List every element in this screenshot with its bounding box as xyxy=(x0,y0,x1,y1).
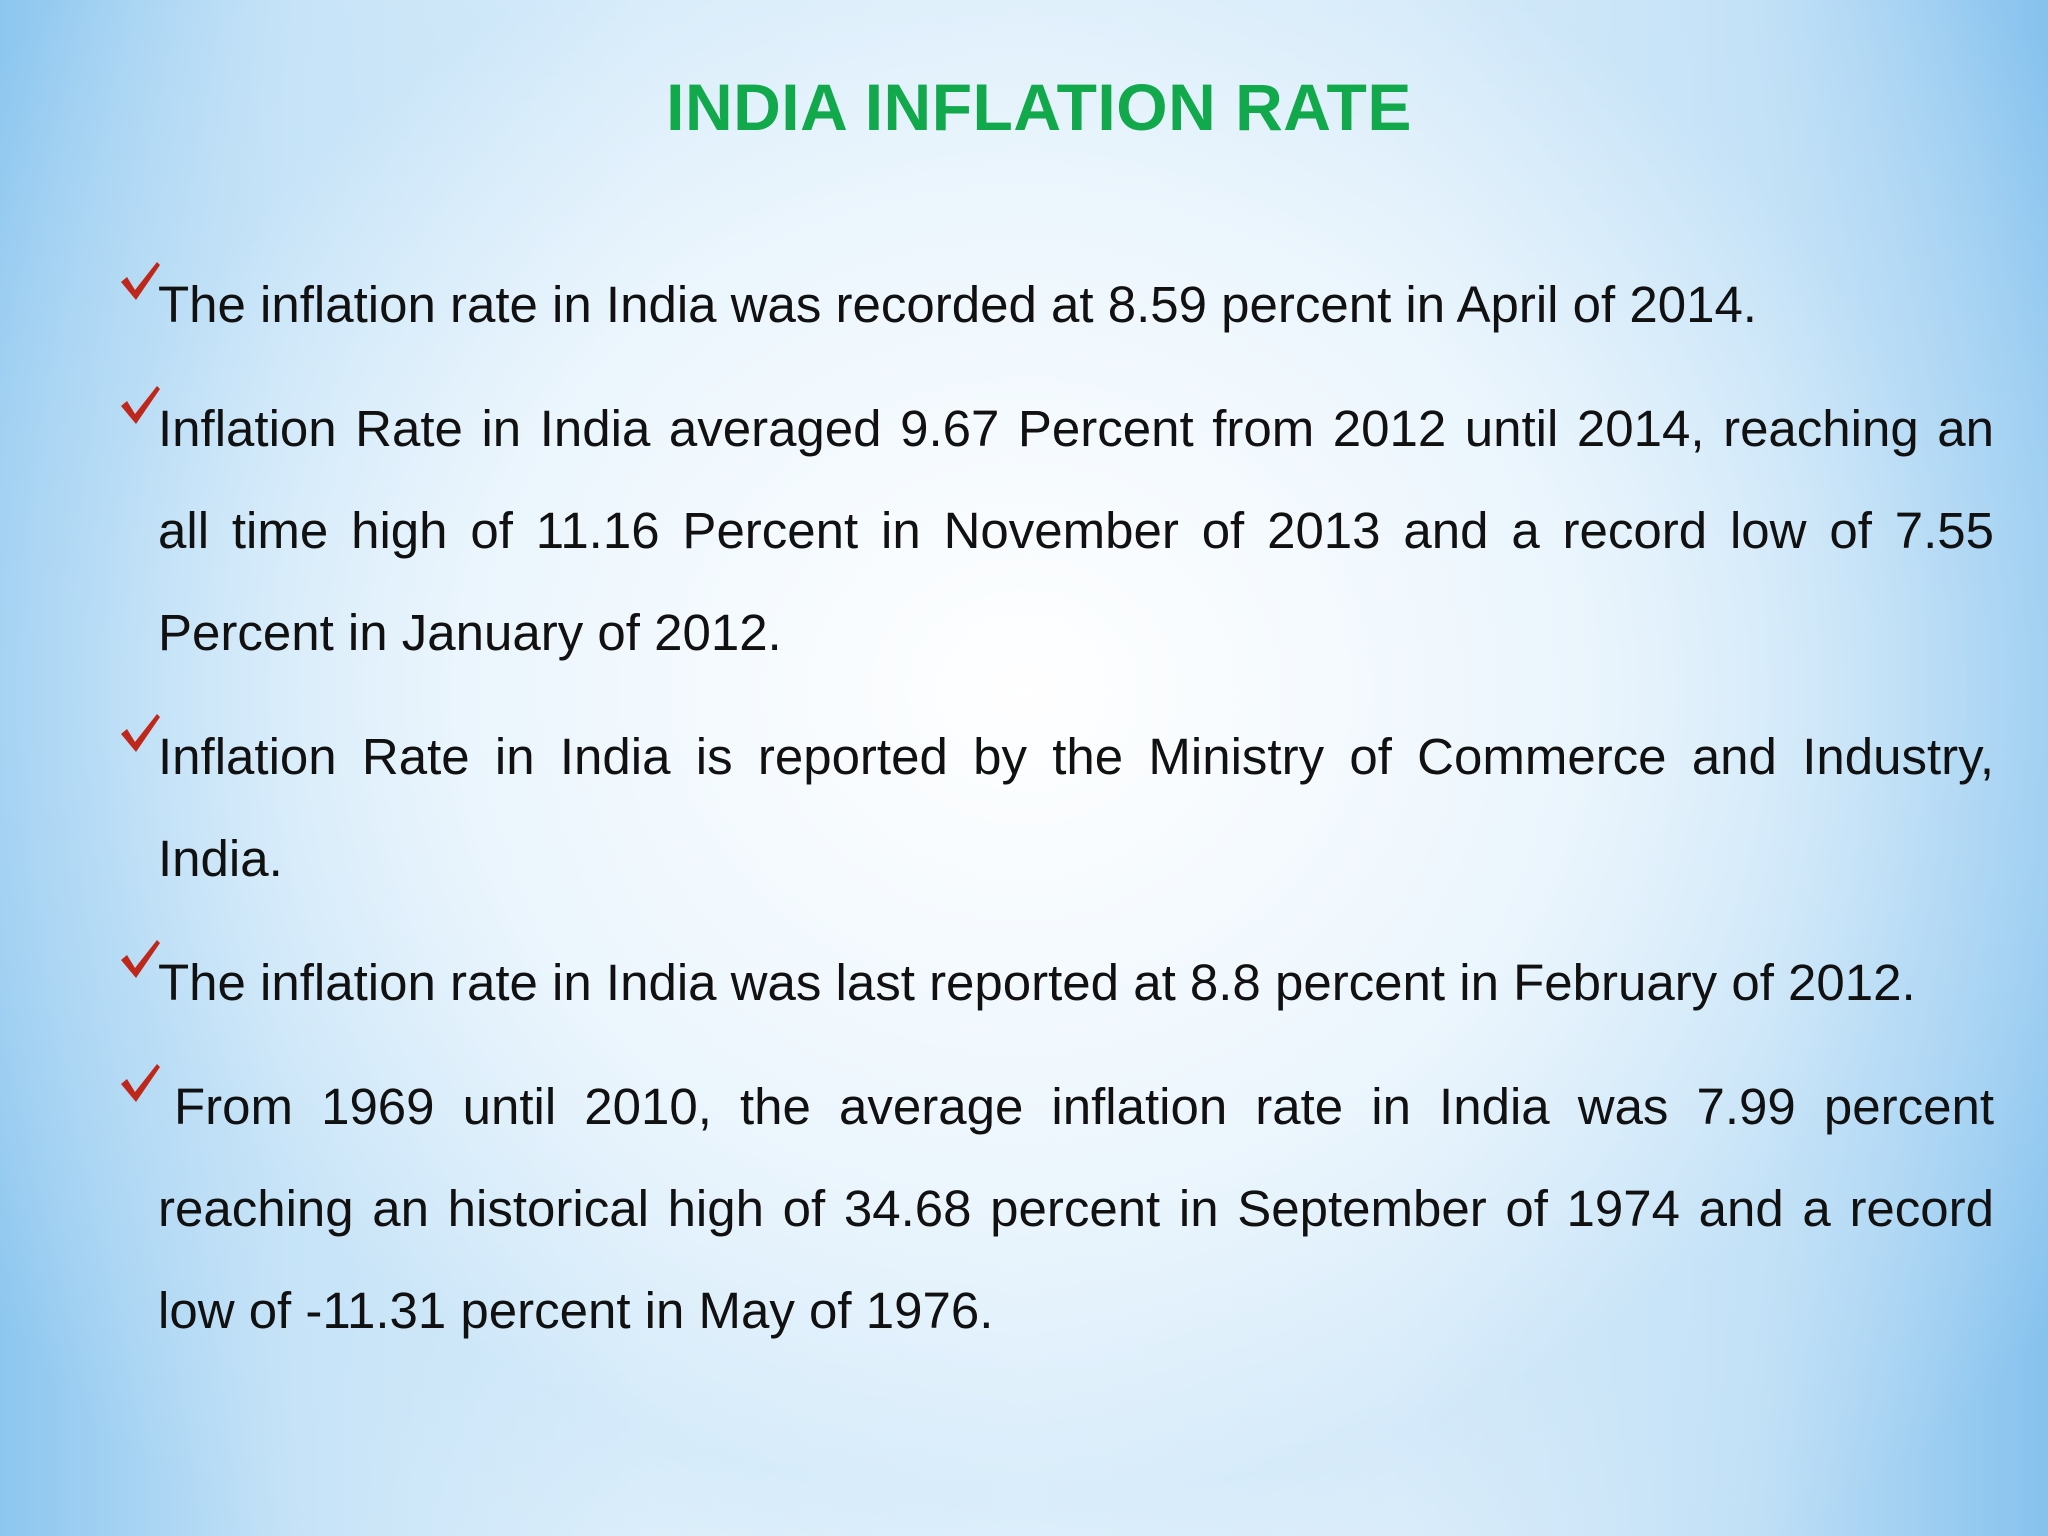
checkmark-icon xyxy=(118,260,162,304)
bullet-item: The inflation rate in India was recorded… xyxy=(121,254,1994,356)
bullet-item: The inflation rate in India was last rep… xyxy=(121,932,1994,1034)
bullet-text: The inflation rate in India was recorded… xyxy=(158,276,1757,333)
checkmark-icon xyxy=(118,938,162,982)
bullet-list: The inflation rate in India was recorded… xyxy=(121,254,1994,1362)
bullet-text: From 1969 until 2010, the average inflat… xyxy=(158,1078,1994,1339)
checkmark-icon xyxy=(118,712,162,756)
bullet-text: The inflation rate in India was last rep… xyxy=(158,954,1916,1011)
bullet-text: Inflation Rate in India averaged 9.67 Pe… xyxy=(158,400,1994,661)
bullet-item: Inflation Rate in India is reported by t… xyxy=(121,706,1994,910)
bullet-item: Inflation Rate in India averaged 9.67 Pe… xyxy=(121,378,1994,684)
bullet-item: From 1969 until 2010, the average inflat… xyxy=(121,1056,1994,1362)
slide-title: INDIA INFLATION RATE xyxy=(666,70,1412,144)
checkmark-icon xyxy=(118,1062,162,1106)
checkmark-icon xyxy=(118,384,162,428)
bullet-text: Inflation Rate in India is reported by t… xyxy=(158,728,1994,887)
